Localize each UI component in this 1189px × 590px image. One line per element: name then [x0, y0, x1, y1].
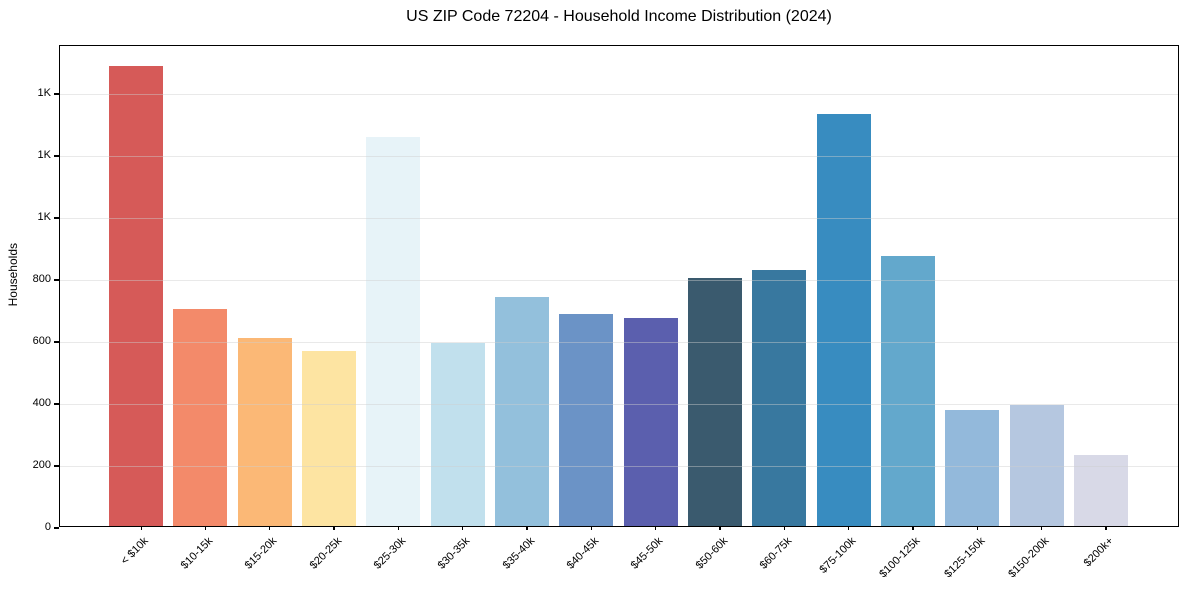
x-tick-mark [269, 525, 271, 530]
bar-75-100k [816, 113, 871, 526]
y-tick-mark [54, 155, 59, 157]
gridline-1000 [60, 218, 1178, 220]
bar-150-200k [1009, 405, 1064, 526]
bar-10-15k [173, 309, 228, 526]
x-tick-label: $200k+ [1081, 535, 1116, 570]
x-tick-label: $30-35k [436, 535, 473, 572]
x-tick-mark [655, 525, 657, 530]
x-tick-label: $45-50k [629, 535, 666, 572]
x-tick-label: $40-45k [564, 535, 602, 572]
x-tick-mark [1041, 525, 1043, 530]
bar-15-20k [237, 338, 292, 526]
x-tick-mark [719, 525, 721, 530]
bar-50-60k [687, 278, 742, 526]
x-tick-label: $20-25k [307, 535, 344, 572]
x-tick-mark [976, 525, 978, 530]
bar-40-45k [559, 313, 614, 526]
y-tick-mark [54, 279, 59, 281]
y-tick-mark [54, 403, 59, 405]
y-tick-label: 0 [44, 521, 51, 533]
x-tick-mark [783, 525, 785, 530]
gridline-1400 [60, 94, 1178, 96]
x-tick-label: $75-100k [817, 535, 859, 576]
x-tick-label: $35-40k [500, 535, 537, 572]
y-tick-mark [54, 93, 59, 95]
bar-100-125k [880, 256, 935, 526]
x-tick-label: $25-30k [371, 535, 409, 572]
x-tick-mark [848, 525, 850, 530]
x-tick-mark [462, 525, 464, 530]
x-tick-mark [204, 525, 207, 530]
y-tick-label: 400 [32, 397, 51, 409]
x-tick-label: $100-125k [877, 535, 923, 581]
bar-60-75k [752, 270, 807, 526]
x-tick-mark [140, 525, 142, 530]
bar-20-25k [301, 350, 356, 526]
gridline-200 [60, 466, 1178, 467]
bar-45-50k [623, 318, 678, 526]
bar-30-35k [430, 343, 485, 526]
y-tick-label: 200 [32, 459, 51, 471]
y-tick-mark [54, 465, 59, 467]
chart-title: US ZIP Code 72204 - Household Income Dis… [406, 8, 832, 25]
x-tick-label: $150-200k [1006, 535, 1052, 581]
y-tick-label: 1K [37, 211, 51, 224]
bar-200k [1073, 454, 1128, 526]
y-tick-mark [54, 217, 59, 219]
x-tick-label: $125-150k [942, 535, 988, 581]
x-tick-label: $10-15k [178, 535, 216, 572]
gridline-800 [60, 280, 1178, 282]
gridline-1200 [60, 156, 1178, 158]
y-tick-mark [54, 341, 59, 343]
y-tick-label: 800 [32, 273, 51, 286]
x-tick-mark [590, 525, 592, 530]
bar-25-30k [366, 137, 421, 526]
x-tick-mark [526, 525, 528, 530]
y-tick-label: 600 [32, 335, 51, 348]
y-tick-mark [54, 527, 59, 529]
x-tick-label: $50-60k [693, 535, 730, 572]
x-tick-mark [333, 525, 335, 530]
plot-area: 0 200 400 600 800 1K 1K 1K < $10k $10-15k $15-20k $… [33, 45, 1179, 580]
bar-35-40k [494, 296, 549, 526]
gridline-400 [60, 404, 1178, 405]
bar-125-150k [945, 409, 1000, 526]
x-tick-label: < $10k [118, 535, 151, 568]
y-tick-label: 1K [37, 87, 51, 100]
x-tick-mark [912, 525, 914, 530]
bar-10k [109, 65, 163, 526]
x-tick-mark [397, 525, 399, 530]
x-tick-label: $15-20k [243, 535, 280, 572]
gridline-600 [60, 342, 1178, 344]
y-tick-label: 1K [37, 149, 51, 162]
y-axis-label: Households [6, 243, 20, 307]
x-tick-label: $60-75k [757, 535, 795, 572]
x-tick-mark [1105, 525, 1107, 530]
